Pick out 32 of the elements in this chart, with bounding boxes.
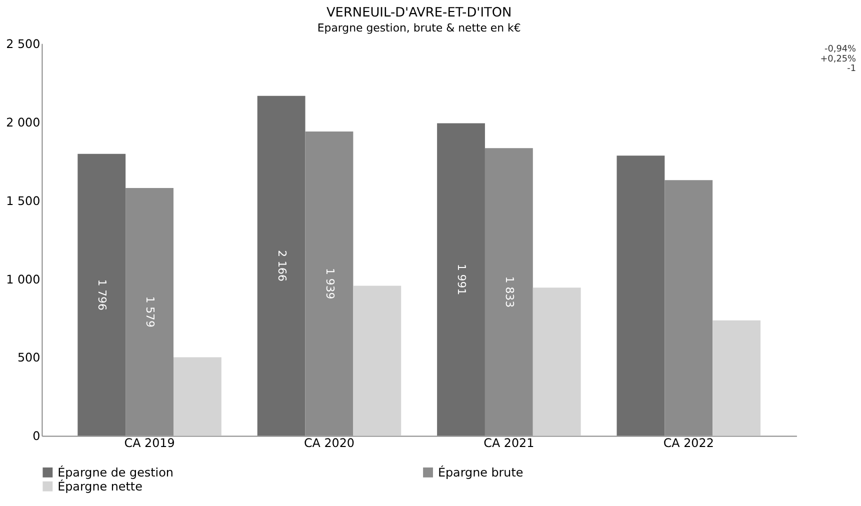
bar [437,123,485,436]
y-tick-label: 500 [17,350,40,365]
x-tick-label: CA 2020 [304,436,355,450]
legend-label: Épargne nette [58,478,142,494]
data-label: 1 796 [96,279,109,310]
legend-label: Épargne brute [438,464,524,480]
text: +0,25% [820,54,856,64]
data-label: 1 579 [144,296,157,328]
chart-title: VERNEUIL-D'AVRE-ET-D'ITON [326,6,512,21]
y-tick-label: 1 500 [6,194,40,208]
y-tick-label: 2 500 [6,36,40,51]
chart-subtitle: Epargne gestion, brute & nette en k€ [317,22,521,35]
text: -0,94% [824,44,856,54]
bar [532,288,581,436]
data-label: 1 991 [455,264,468,296]
bar [257,96,306,436]
y-tick-label: 2 000 [6,115,40,130]
y-tick-label: 1 000 [6,272,40,286]
data-label: 1 939 [323,268,336,300]
x-tick-label: CA 2019 [124,436,175,450]
y-tick-label: 0 [32,429,40,444]
bar [712,320,761,436]
x-tick-label: CA 2021 [484,436,534,450]
text: -1 [847,64,856,74]
data-label: 2 166 [275,250,288,282]
bar [78,154,126,436]
x-tick-label: CA 2022 [663,436,714,450]
bar [616,156,665,436]
bar [353,286,402,436]
data-label: 1 833 [502,276,516,308]
bar [173,357,222,436]
legend-label: Épargne de gestion [58,464,174,480]
